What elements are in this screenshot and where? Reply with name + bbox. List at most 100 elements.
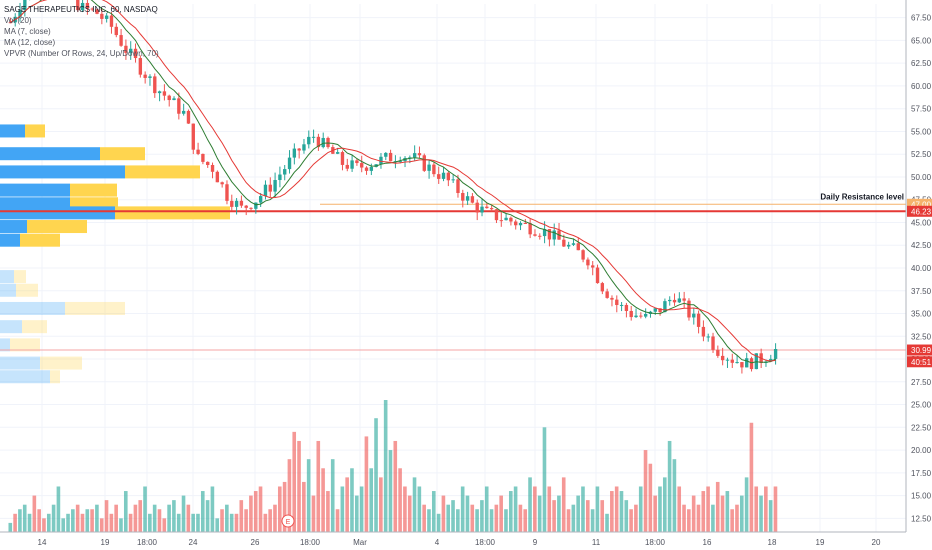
volume-bar-117 [571,504,576,532]
candle-body-147 [716,349,720,356]
resistance-annotation: Daily Resistance level [820,192,904,201]
volume-bar-123 [600,500,605,532]
vp-up-13 [0,356,40,370]
candle-body-42 [210,164,215,172]
volume-bar-154 [749,422,754,532]
candle-body-30 [153,76,157,94]
volume-bar-21 [109,513,114,532]
candle-body-0 [8,22,13,24]
vp-down-11 [22,320,47,334]
earnings-marker [281,514,295,528]
candle-body-95 [465,196,470,201]
candle-body-120 [586,259,590,266]
volume-bar-46 [229,513,234,532]
volume-bar-70 [345,477,349,532]
volume-bar-130 [634,504,638,532]
volume-bar-9 [51,504,56,532]
volume-bar-22 [114,504,118,532]
annotations: Daily Resistance level E [281,192,904,528]
volume-bar-149 [725,491,730,532]
candle-body-81 [398,161,402,163]
volume-bar-68 [335,509,340,532]
volume-bar-26 [133,504,138,532]
candle-body-18 [95,9,99,14]
volume-bar-126 [614,486,619,532]
volume-bar-38 [191,513,195,532]
volume-bar-2 [18,509,22,532]
candle-body-29 [148,76,152,78]
volume-bar-147 [715,481,720,532]
volume-bar-158 [768,500,773,532]
vp-down-7 [20,233,60,247]
x-tick-12: 16 [703,538,712,547]
volume-bar-124 [605,513,609,532]
vp-up-11 [0,320,22,334]
candle-body-75 [369,166,374,171]
x-tick-13: 18 [768,538,777,547]
y-tick-19: 20.00 [911,446,932,455]
y-tick-16: 27.50 [911,378,932,387]
candle-body-129 [629,310,633,318]
volume-bar-33 [167,504,171,532]
volume-bar-120 [585,500,590,532]
volume-bar-12 [66,513,70,532]
volume-bar-109 [533,486,537,532]
candle-body-54 [268,184,272,192]
candle-body-138 [672,299,677,303]
volume-bar-63 [311,495,316,532]
volume-bar-115 [561,477,566,532]
volume-bar-155 [754,486,759,532]
price-label-bg-0 [907,198,932,210]
y-tick-9: 45.00 [911,218,932,227]
volume-bar-17 [90,509,94,532]
x-tick-1: 19 [101,538,110,547]
x-tick-8: 18:00 [475,538,496,547]
x-tick-11: 18:00 [645,538,666,547]
candle-body-38 [191,123,195,150]
candle-body-3 [23,0,27,11]
x-tick-10: 11 [592,538,601,547]
y-tick-22: 12.50 [911,514,932,523]
volume-bar-99 [484,486,489,532]
volume-bar-139 [677,486,682,532]
y-tick-5: 55.00 [911,127,932,136]
volume-bars [8,400,778,532]
candle-body-143 [696,313,701,327]
volume-bar-121 [590,509,595,532]
volume-bar-55 [273,504,277,532]
volume-bar-153 [744,477,749,532]
candle-body-37 [186,110,191,124]
candle-body-21 [109,15,114,27]
candle-body-116 [566,244,571,247]
volume-bar-106 [518,504,523,532]
volume-bar-156 [759,495,763,532]
candle-body-47 [234,200,239,207]
price-label-bg-2 [907,344,932,356]
volume-bar-62 [306,459,311,532]
volume-bar-71 [350,468,354,532]
candle-body-41 [206,161,210,165]
candle-body-40 [201,153,205,162]
volume-bar-11 [61,518,66,532]
candle-body-94 [461,193,465,201]
volume-bar-104 [508,491,513,532]
volume-bar-135 [658,486,662,532]
candle-body-144 [701,326,706,337]
candle-body-101 [494,209,499,221]
candle-body-79 [388,152,393,162]
candle-body-103 [504,217,508,221]
vp-down-2 [125,165,200,179]
volume-bar-145 [706,486,710,532]
volume-bar-39 [196,513,200,532]
ma-12-line [10,0,776,362]
candle-body-132 [643,313,648,317]
volume-bar-137 [667,440,672,532]
volume-bar-82 [403,486,407,532]
candle-body-145 [706,336,710,338]
candle-body-112 [547,229,552,240]
candle-body-149 [725,359,730,361]
volume-bar-43 [215,518,220,532]
volume-bar-125 [610,491,614,532]
candle-body-98 [480,206,484,213]
